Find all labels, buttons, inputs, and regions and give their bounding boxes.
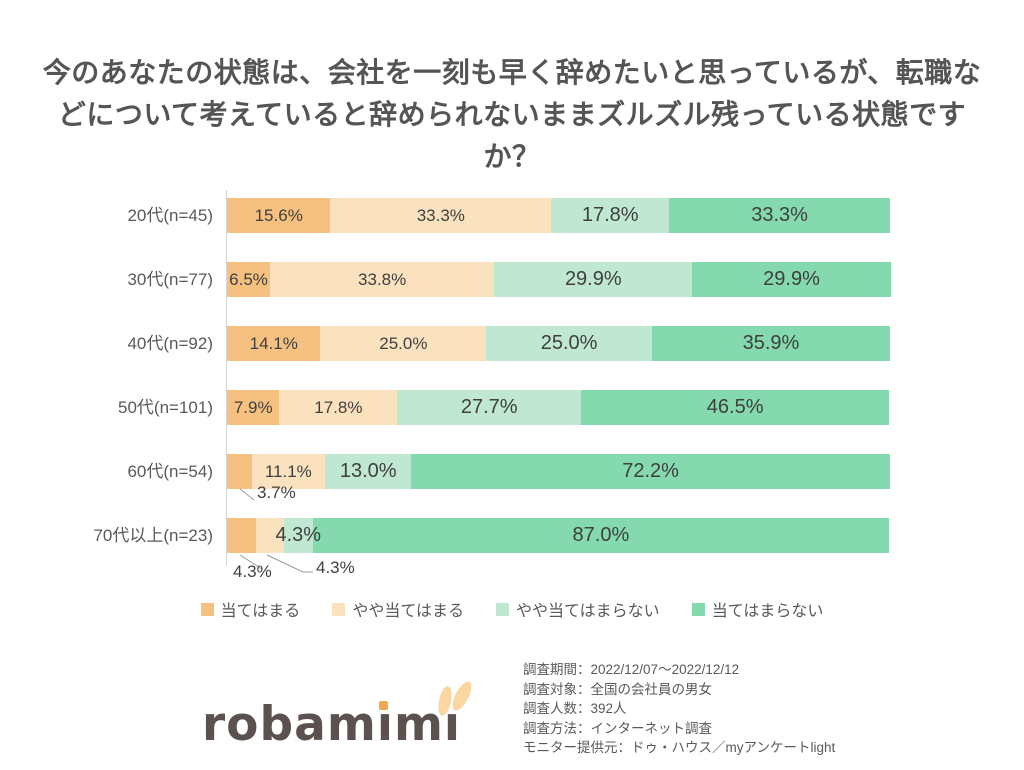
callout-value-label: 4.3% (233, 562, 272, 581)
value-label: 33.3% (416, 206, 465, 225)
callout-value-label: 4.3% (316, 558, 355, 577)
legend-swatch (200, 602, 214, 616)
bar-segment-series-3: 17.8% (551, 198, 670, 233)
logo-text-part: m (393, 697, 444, 752)
bar-segment-series-1: 7.9% (227, 390, 280, 425)
survey-info: 調査期間：2022/12/07～2022/12/12 調査対象：全国の会社員の男女… (523, 660, 835, 758)
value-label: 35.9% (742, 332, 800, 354)
bar-segment-series-3: 29.9% (494, 262, 693, 297)
legend-item: 当てはまる (200, 597, 301, 621)
bar-segment-series-1 (227, 518, 256, 553)
value-label: 72.2% (622, 460, 679, 482)
stacked-bar: 7.9% 17.8% 27.7% 46.5% (227, 390, 890, 425)
chart-legend: 当てはまる やや当てはまる やや当てはまらない 当てはまらない (0, 596, 1024, 622)
legend-swatch (332, 602, 346, 616)
value-label: 33.8% (358, 270, 407, 289)
legend-swatch (496, 602, 509, 616)
donkey-ears-icon (438, 681, 472, 716)
logo-orange-dot-icon (378, 701, 388, 710)
bar-segment-series-1: 15.6% (227, 198, 331, 233)
stacked-bar: 14.1% 25.0% 25.0% 35.9% (227, 326, 890, 361)
legend-label: 当てはまる (220, 603, 301, 620)
value-label: 14.1% (249, 334, 298, 353)
category-label: 50代(n=101) (118, 398, 213, 417)
legend-swatch (691, 602, 705, 616)
chart-title: 今のあなたの状態は、会社を一刻も早く辞めたいと思っているが、転職などについて考え… (42, 57, 982, 172)
value-label: 25.0% (379, 334, 428, 353)
value-label: 11.1% (264, 462, 312, 481)
bar-segment-series-4: 46.5% (581, 390, 890, 425)
bar-segment-series-4: 35.9% (651, 326, 890, 361)
logo-text-part: robam (202, 697, 377, 752)
bar-row: 50代(n=101) 7.9% 17.8% 27.7% 46.5% (0, 390, 1024, 425)
value-label: 87.0% (572, 524, 630, 546)
survey-info-line: 調査対象：全国の会社員の男女 (523, 681, 712, 697)
legend-label: 当てはまらない (711, 603, 824, 620)
bar-segment-series-1: 14.1% (227, 326, 321, 361)
value-label: 15.6% (254, 206, 303, 225)
value-label: 29.9% (763, 268, 820, 290)
value-label: 17.8% (581, 204, 639, 226)
value-label: 33.3% (751, 204, 808, 226)
value-label: 46.5% (706, 396, 764, 418)
value-label: 13.0% (339, 460, 397, 482)
bar-segment-series-2: 33.3% (330, 198, 552, 233)
stacked-bar: 4.3% 87.0% (227, 518, 890, 553)
legend-item: 当てはまらない (691, 597, 824, 621)
bar-segment-series-1 (227, 454, 252, 489)
value-label: 17.8% (314, 398, 363, 417)
value-label: 4.3% (275, 524, 322, 546)
category-label: 60代(n=54) (127, 462, 213, 481)
bar-segment-series-4: 33.3% (669, 198, 890, 233)
bar-segment-series-4: 72.2% (411, 454, 890, 489)
survey-info-line: モニター提供元：ドゥ・ハウス／myアンケートlight (523, 740, 836, 755)
bar-segment-series-2: 11.1% (251, 454, 326, 489)
legend-item: やや当てはまる (332, 597, 464, 621)
stacked-bar: 6.5% 33.8% 29.9% 29.9% (227, 262, 891, 297)
bar-segment-series-4: 29.9% (692, 262, 891, 297)
callout-value-label: 3.7% (257, 483, 296, 502)
logo-letter-i: ı (438, 681, 472, 766)
stacked-bar: 15.6% 33.3% 17.8% 33.3% (227, 198, 890, 233)
bar-segment-series-2: 25.0% (320, 326, 487, 361)
stacked-bar-chart: 20代(n=45) 15.6% 33.3% 17.8% 33.3% 30代(n=77) 6.… (0, 190, 1024, 590)
bar-segment-series-3: 25.0% (486, 326, 652, 361)
value-label: 29.9% (564, 268, 622, 290)
logo-text: robamı mı (202, 681, 472, 766)
logo-letter-i: ı (376, 697, 394, 752)
survey-info-line: 調査方法：インターネット調査 (523, 720, 712, 736)
value-label: 27.7% (460, 396, 518, 418)
category-label: 20代(n=45) (127, 206, 213, 225)
survey-info-line: 調査人数：392人 (523, 701, 627, 716)
bar-row: 20代(n=45) 15.6% 33.3% 17.8% 33.3% (0, 198, 1024, 233)
value-label: 25.0% (540, 332, 598, 354)
y-axis-line (226, 190, 227, 566)
bar-row: 60代(n=54) 11.1% 13.0% 72.2% (0, 454, 1024, 489)
bar-segment-series-3: 13.0% (325, 454, 412, 489)
category-label: 30代(n=77) (127, 270, 213, 289)
bar-row: 70代以上(n=23) 4.3% 87.0% (0, 518, 1024, 553)
bar-segment-series-1: 6.5% (227, 262, 271, 297)
survey-info-line: 調査期間：2022/12/07～2022/12/12 (523, 662, 740, 677)
bar-segment-series-2: 33.8% (270, 262, 495, 297)
bar-segment-series-2 (255, 518, 284, 553)
stacked-bar: 11.1% 13.0% 72.2% (227, 454, 890, 489)
category-label: 70代以上(n=23) (93, 526, 213, 545)
footer: robamı mı 調査期間：2022/12/07～2022/12/12 調査対象：… (0, 648, 1024, 770)
legend-label: やや当てはまらない (516, 603, 660, 620)
legend-label: やや当てはまる (352, 603, 464, 620)
value-label: 7.9% (233, 398, 273, 417)
category-label: 40代(n=92) (127, 334, 213, 353)
legend-item: やや当てはまらない (496, 597, 660, 621)
bar-row: 30代(n=77) 6.5% 33.8% 29.9% 29.9% (0, 262, 1024, 297)
bar-row: 40代(n=92) 14.1% 25.0% 25.0% 35.9% (0, 326, 1024, 361)
bar-segment-series-4: 87.0% (312, 518, 890, 553)
value-label: 6.5% (229, 270, 268, 289)
bar-segment-series-2: 17.8% (279, 390, 398, 425)
bar-segment-series-3: 4.3% (275, 518, 321, 553)
robamimi-logo: robamı mı (202, 681, 522, 766)
bar-segment-series-3: 27.7% (397, 390, 582, 425)
